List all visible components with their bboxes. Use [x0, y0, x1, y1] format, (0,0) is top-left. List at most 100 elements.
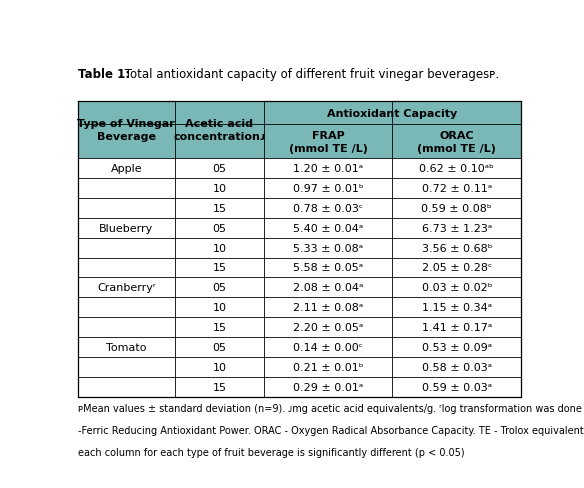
Text: 0.78 ± 0.03ᶜ: 0.78 ± 0.03ᶜ	[293, 203, 363, 213]
Bar	[264, 199, 392, 218]
Text: Acetic acid
concentrationᴊ: Acetic acid concentrationᴊ	[173, 119, 266, 142]
Text: Blueberry: Blueberry	[99, 224, 154, 233]
Bar	[392, 199, 521, 218]
Bar	[392, 125, 521, 159]
Text: 10: 10	[213, 362, 227, 372]
Bar	[264, 337, 392, 357]
Bar	[78, 337, 175, 357]
Text: 5.33 ± 0.08ᵃ: 5.33 ± 0.08ᵃ	[293, 243, 363, 253]
Bar	[392, 357, 521, 377]
Text: 0.58 ± 0.03ᵃ: 0.58 ± 0.03ᵃ	[422, 362, 492, 372]
Text: 10: 10	[213, 243, 227, 253]
Bar	[264, 179, 392, 199]
Bar	[175, 258, 264, 278]
Text: Type of Vinegar
Beverage: Type of Vinegar Beverage	[78, 119, 175, 142]
Bar	[392, 377, 521, 397]
Text: 10: 10	[213, 303, 227, 312]
Text: each column for each type of fruit beverage is significantly different (p < 0.05: each column for each type of fruit bever…	[78, 447, 464, 457]
Text: Cranberryʳ: Cranberryʳ	[97, 283, 156, 293]
Bar	[175, 377, 264, 397]
Text: 2.11 ± 0.08ᵃ: 2.11 ± 0.08ᵃ	[293, 303, 363, 312]
Text: 15: 15	[213, 382, 227, 392]
Text: 0.97 ± 0.01ᵇ: 0.97 ± 0.01ᵇ	[293, 183, 363, 194]
Bar	[175, 318, 264, 337]
Text: 05: 05	[213, 164, 227, 174]
Text: 05: 05	[213, 283, 227, 293]
Text: 15: 15	[213, 323, 227, 332]
Bar	[78, 218, 175, 238]
Bar	[78, 278, 175, 298]
Bar	[392, 238, 521, 258]
Text: 1.41 ± 0.17ᵃ: 1.41 ± 0.17ᵃ	[422, 323, 492, 332]
Bar	[175, 179, 264, 199]
Text: 0.59 ± 0.08ᵇ: 0.59 ± 0.08ᵇ	[422, 203, 492, 213]
Bar	[175, 357, 264, 377]
Bar	[264, 318, 392, 337]
Text: 6.73 ± 1.23ᵃ: 6.73 ± 1.23ᵃ	[422, 224, 492, 233]
Bar	[78, 179, 175, 199]
Text: 0.59 ± 0.03ᵃ: 0.59 ± 0.03ᵃ	[422, 382, 492, 392]
Bar	[175, 337, 264, 357]
Text: -Ferric Reducing Antioxidant Power. ORAC - Oxygen Radical Absorbance Capacity. T: -Ferric Reducing Antioxidant Power. ORAC…	[78, 426, 584, 435]
Text: 0.53 ± 0.09ᵃ: 0.53 ± 0.09ᵃ	[422, 342, 492, 352]
Bar	[78, 258, 175, 278]
Bar	[392, 179, 521, 199]
Text: 5.40 ± 0.04ᵃ: 5.40 ± 0.04ᵃ	[293, 224, 363, 233]
Text: Tomato: Tomato	[106, 342, 147, 352]
Text: Apple: Apple	[110, 164, 142, 174]
Text: 3.56 ± 0.68ᵇ: 3.56 ± 0.68ᵇ	[422, 243, 492, 253]
Bar	[264, 102, 521, 125]
Bar	[78, 199, 175, 218]
Text: 15: 15	[213, 263, 227, 273]
Text: 0.21 ± 0.01ᵇ: 0.21 ± 0.01ᵇ	[293, 362, 363, 372]
Bar	[78, 238, 175, 258]
Text: ORAC
(mmol TE /L): ORAC (mmol TE /L)	[418, 131, 496, 153]
Bar	[392, 298, 521, 318]
Bar	[175, 278, 264, 298]
Bar	[264, 125, 392, 159]
Text: 2.05 ± 0.28ᶜ: 2.05 ± 0.28ᶜ	[422, 263, 492, 273]
Bar	[392, 337, 521, 357]
Text: 0.03 ± 0.02ᵇ: 0.03 ± 0.02ᵇ	[422, 283, 492, 293]
Bar	[392, 218, 521, 238]
Bar	[392, 258, 521, 278]
Text: 0.72 ± 0.11ᵃ: 0.72 ± 0.11ᵃ	[422, 183, 492, 194]
Bar	[264, 298, 392, 318]
Bar	[78, 318, 175, 337]
Bar	[392, 278, 521, 298]
Bar	[78, 357, 175, 377]
Bar	[264, 357, 392, 377]
Bar	[175, 238, 264, 258]
Text: Antioxidant Capacity: Antioxidant Capacity	[327, 108, 458, 119]
Bar	[264, 159, 392, 179]
Text: 05: 05	[213, 342, 227, 352]
Bar	[175, 298, 264, 318]
Bar	[175, 199, 264, 218]
Text: Total antioxidant capacity of different fruit vinegar beveragesᴘ.: Total antioxidant capacity of different …	[121, 68, 499, 81]
Bar	[175, 218, 264, 238]
Text: 2.20 ± 0.05ᵃ: 2.20 ± 0.05ᵃ	[293, 323, 363, 332]
Text: 5.58 ± 0.05ᵃ: 5.58 ± 0.05ᵃ	[293, 263, 363, 273]
Text: Table 1:: Table 1:	[78, 68, 130, 81]
Bar	[264, 278, 392, 298]
Text: FRAP
(mmol TE /L): FRAP (mmol TE /L)	[288, 131, 367, 153]
Text: 1.20 ± 0.01ᵃ: 1.20 ± 0.01ᵃ	[293, 164, 363, 174]
Bar	[78, 159, 175, 179]
Text: 15: 15	[213, 203, 227, 213]
Bar	[175, 102, 264, 159]
Text: 0.14 ± 0.00ᶜ: 0.14 ± 0.00ᶜ	[293, 342, 363, 352]
Text: 1.15 ± 0.34ᵃ: 1.15 ± 0.34ᵃ	[422, 303, 492, 312]
Bar	[78, 377, 175, 397]
Bar	[175, 159, 264, 179]
Bar	[78, 298, 175, 318]
Bar	[264, 258, 392, 278]
Bar	[392, 318, 521, 337]
Bar	[264, 377, 392, 397]
Text: 0.62 ± 0.10ᵃᵇ: 0.62 ± 0.10ᵃᵇ	[419, 164, 494, 174]
Bar	[264, 218, 392, 238]
Bar	[264, 238, 392, 258]
Text: 10: 10	[213, 183, 227, 194]
Bar	[78, 102, 175, 159]
Bar	[392, 159, 521, 179]
Text: ᴘMean values ± standard deviation (n=9). ᴊmg acetic acid equivalents/g. ʳlog tra: ᴘMean values ± standard deviation (n=9).…	[78, 404, 584, 413]
